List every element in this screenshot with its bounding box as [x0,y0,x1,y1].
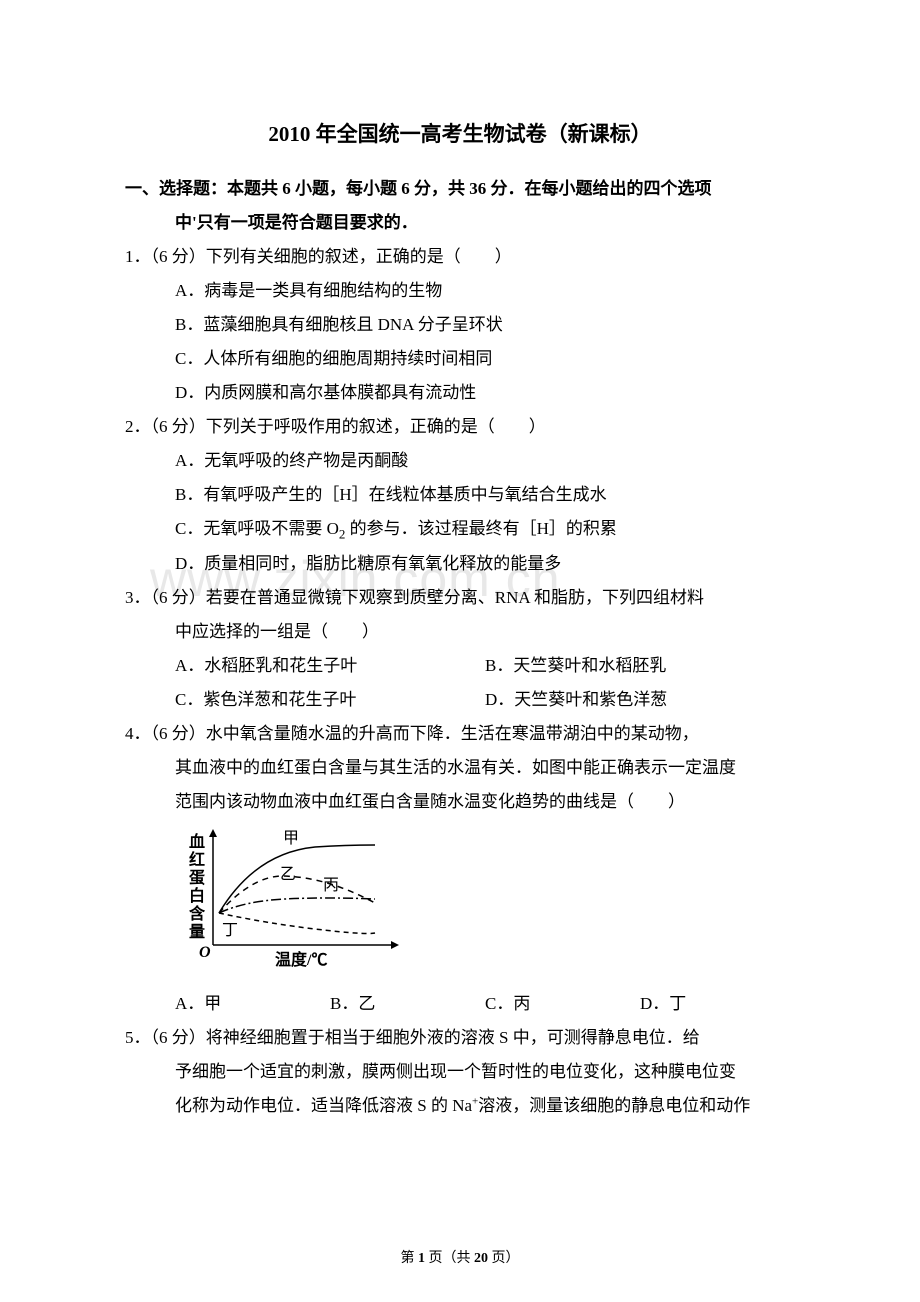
y-label-char3: 蛋 [189,869,205,887]
section-header-line2: 中'只有一项是符合题目要求的． [125,206,795,240]
origin-label: O [199,944,211,961]
q4-options: A．甲 B．乙 C．丙 D．丁 [125,987,795,1021]
q4-option-a: A．甲 [175,987,330,1021]
q2-c-pre: C．无氧呼吸不需要 O [175,519,339,538]
q3-options-row1: A．水稻胚乳和花生子叶 B．天竺葵叶和水稻胚乳 [125,649,795,683]
q1-option-c: C．人体所有细胞的细胞周期持续时间相同 [175,342,795,376]
y-label-char5: 含 [189,904,206,923]
curve-jia [219,845,375,913]
curve-bing-label: 丙 [323,877,339,894]
q4-text-line2: 其血液中的血红蛋白含量与其生活的水温有关．如图中能正确表示一定温度 [125,751,795,785]
q4-text-line3: 范围内该动物血液中血红蛋白含量随水温变化趋势的曲线是（ ） [125,785,795,819]
curve-ding [219,913,375,934]
q3-option-c: C．紫色洋葱和花生子叶 [175,683,485,717]
y-label-char1: 血 [189,832,205,851]
q2-option-c: C．无氧呼吸不需要 O2 的参与．该过程最终有［H］的积累 [175,512,795,547]
question-4: 4．（6 分）水中氧含量随水温的升高而下降．生活在寒温带湖泊中的某动物， 其血液… [125,717,795,1021]
section-header-line1: 一、选择题：本题共 6 小题，每小题 6 分，共 36 分．在每小题给出的四个选… [125,179,712,198]
y-label-char6: 量 [189,923,205,941]
q1-option-b: B．蓝藻细胞具有细胞核且 DNA 分子呈环状 [175,308,795,342]
document-title: 2010 年全国统一高考生物试卷（新课标） [125,118,795,148]
q5-text-line2: 予细胞一个适宜的刺激，膜两侧出现一个暂时性的电位变化，这种膜电位变 [125,1055,795,1089]
graph-svg: 血 红 蛋 白 含 量 O 温度/℃ 甲 乙 丙 [175,823,415,971]
q4-option-d: D．丁 [640,987,795,1021]
q3-option-d: D．天竺葵叶和紫色洋葱 [485,683,795,717]
x-axis-arrow [391,941,399,949]
y-label-char2: 红 [189,850,205,869]
footer-post: 页） [488,1251,520,1266]
q1-options: A．病毒是一类具有细胞结构的生物 B．蓝藻细胞具有细胞核且 DNA 分子呈环状 … [125,274,795,410]
question-3: 3．（6 分）若要在普通显微镜下观察到质壁分离、RNA 和脂肪，下列四组材料 中… [125,581,795,717]
footer-current: 1 [418,1251,425,1266]
q2-c-post: 的参与．该过程最终有［H］的积累 [345,519,617,538]
question-2: 2．（6 分）下列关于呼吸作用的叙述，正确的是（ ） A．无氧呼吸的终产物是丙酮… [125,410,795,581]
q4-text-line1: 4．（6 分）水中氧含量随水温的升高而下降．生活在寒温带湖泊中的某动物， [125,717,795,751]
y-axis-arrow [209,829,217,837]
q3-options-row2: C．紫色洋葱和花生子叶 D．天竺葵叶和紫色洋葱 [125,683,795,717]
q4-option-b: B．乙 [330,987,485,1021]
curve-jia-label: 甲 [283,830,299,847]
q5-line3-post: 溶液，测量该细胞的静息电位和动作 [478,1096,750,1115]
q2-options: A．无氧呼吸的终产物是丙酮酸 B．有氧呼吸产生的［H］在线粒体基质中与氧结合生成… [125,444,795,581]
q3-option-a: A．水稻胚乳和花生子叶 [175,649,485,683]
x-label: 温度/℃ [274,950,327,969]
footer-mid: 页（共 [425,1251,474,1266]
q1-text: 1．（6 分）下列有关细胞的叙述，正确的是（ ） [125,240,795,274]
footer-pre: 第 [401,1251,419,1266]
q2-option-b: B．有氧呼吸产生的［H］在线粒体基质中与氧结合生成水 [175,478,795,512]
question-1: 1．（6 分）下列有关细胞的叙述，正确的是（ ） A．病毒是一类具有细胞结构的生… [125,240,795,410]
q5-text-line3: 化称为动作电位．适当降低溶液 S 的 Na+溶液，测量该细胞的静息电位和动作 [125,1089,795,1123]
curve-yi-label: 乙 [280,866,296,883]
q2-option-d: D．质量相同时，脂肪比糖原有氧氧化释放的能量多 [175,547,795,581]
curve-bing [219,898,375,913]
page-content: 2010 年全国统一高考生物试卷（新课标） 一、选择题：本题共 6 小题，每小题… [0,0,920,1123]
question-5: 5．（6 分）将神经细胞置于相当于细胞外液的溶液 S 中，可测得静息电位．给 予… [125,1021,795,1123]
q1-option-d: D．内质网膜和高尔基体膜都具有流动性 [175,376,795,410]
q3-text-line2: 中应选择的一组是（ ） [125,615,795,649]
page-footer: 第 1 页（共 20 页） [0,1247,920,1267]
q5-line3-pre: 化称为动作电位．适当降低溶液 S 的 Na [175,1096,472,1115]
footer-total: 20 [474,1251,488,1266]
section-header: 一、选择题：本题共 6 小题，每小题 6 分，共 36 分．在每小题给出的四个选… [125,172,795,206]
q3-text-line1: 3．（6 分）若要在普通显微镜下观察到质壁分离、RNA 和脂肪，下列四组材料 [125,581,795,615]
q5-text-line1: 5．（6 分）将神经细胞置于相当于细胞外液的溶液 S 中，可测得静息电位．给 [125,1021,795,1055]
y-label-char4: 白 [189,886,205,905]
q4-option-c: C．丙 [485,987,640,1021]
q2-text: 2．（6 分）下列关于呼吸作用的叙述，正确的是（ ） [125,410,795,444]
curve-ding-label: 丁 [222,922,238,939]
q4-graph: 血 红 蛋 白 含 量 O 温度/℃ 甲 乙 丙 [125,823,795,983]
q1-option-a: A．病毒是一类具有细胞结构的生物 [175,274,795,308]
q2-option-a: A．无氧呼吸的终产物是丙酮酸 [175,444,795,478]
q3-option-b: B．天竺葵叶和水稻胚乳 [485,649,795,683]
